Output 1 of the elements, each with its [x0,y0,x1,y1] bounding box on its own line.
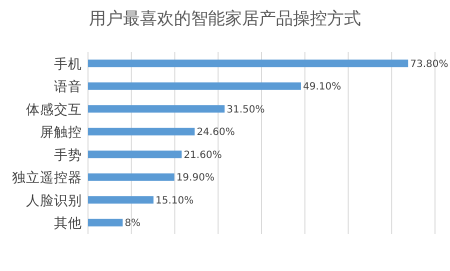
title: 用户最喜欢的智能家居产品操控方式 [89,9,361,29]
